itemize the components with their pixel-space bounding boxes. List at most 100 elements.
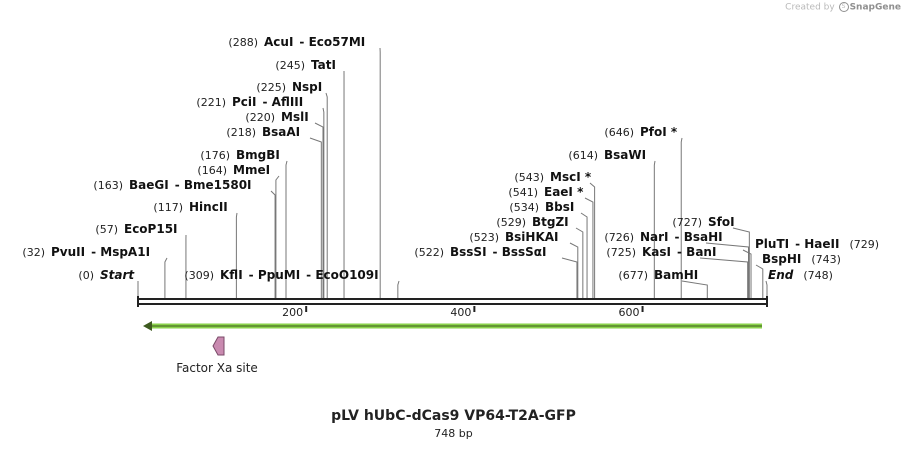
restriction-site[interactable]: (218) BsaAI xyxy=(226,125,300,139)
site-enzyme-label: MslI xyxy=(281,110,309,124)
site-enzyme-label: HincII xyxy=(189,200,228,214)
restriction-site[interactable]: (646) PfoI * xyxy=(604,125,677,139)
site-position-label: (176) xyxy=(200,149,230,162)
site-position-label: (534) xyxy=(509,201,539,214)
site-position-label: (225) xyxy=(256,81,286,94)
site-enzyme-label: Start xyxy=(100,268,135,282)
restriction-site[interactable]: (225) NspI xyxy=(256,80,322,94)
restriction-site[interactable]: (726) NarI - BsaHI xyxy=(604,230,722,244)
site-enzyme-label: MscI * xyxy=(550,170,592,184)
restriction-site[interactable]: (534) BbsI xyxy=(509,200,574,214)
site-position-label: (218) xyxy=(226,126,256,139)
site-leader-line xyxy=(653,160,656,298)
site-position-label: (725) xyxy=(606,246,636,259)
site-enzyme-label: KasI xyxy=(642,245,671,259)
site-leader-line xyxy=(584,197,594,298)
site-position-label: (288) xyxy=(228,36,258,49)
site-position-label: (726) xyxy=(604,231,634,244)
site-position-label: (614) xyxy=(568,149,598,162)
restriction-site[interactable]: PluTI - HaeII (729) xyxy=(755,237,879,251)
restriction-site[interactable]: (220) MslI xyxy=(245,110,308,124)
restriction-site[interactable]: (727) SfoI xyxy=(672,215,734,229)
restriction-site[interactable]: (725) KasI - BanI xyxy=(606,245,716,259)
site-leader-line xyxy=(589,182,596,298)
site-enzyme-label: BtgZI xyxy=(532,215,569,229)
site-position-label: (220) xyxy=(245,111,275,124)
site-enzyme-label: TatI xyxy=(311,58,336,72)
restriction-site[interactable]: (309) KflI - PpuMI - EcoO109I xyxy=(184,268,378,282)
credit-prefix: Created by xyxy=(785,2,835,13)
restriction-site[interactable]: (529) BtgZI xyxy=(496,215,568,229)
ruler-tick-label: 400 xyxy=(450,306,471,319)
restriction-site[interactable]: (32) PvuII - MspA1I xyxy=(22,245,150,259)
site-enzyme-label: MmeI xyxy=(233,163,270,177)
site-leader-line xyxy=(561,257,578,298)
site-enzyme-label: SfoI xyxy=(708,215,735,229)
restriction-site[interactable]: (164) MmeI xyxy=(197,163,270,177)
site-enzyme-label: PluTI xyxy=(755,237,789,251)
site-extra-label: - BssSαI xyxy=(493,245,547,259)
restriction-site[interactable]: (163) BaeGI - Bme1580I xyxy=(93,178,251,192)
ruler-tick-label: 600 xyxy=(619,306,640,319)
snapgene-logo-icon: S xyxy=(838,2,849,12)
site-position-label: (729) xyxy=(849,238,879,251)
map-title: pLV hUbC-dCas9 VP64-T2A-GFP xyxy=(331,408,576,424)
site-leader-line xyxy=(580,212,588,298)
feature-arrow-icon xyxy=(143,321,152,331)
site-position-label: (32) xyxy=(22,246,45,259)
site-leader-line xyxy=(699,257,749,298)
site-position-label: (646) xyxy=(604,126,634,139)
restriction-site[interactable]: (0) Start xyxy=(78,268,135,282)
site-position-label: (727) xyxy=(672,216,702,229)
restriction-site[interactable]: (614) BsaWI xyxy=(568,148,646,162)
site-enzyme-label: End xyxy=(768,268,794,282)
restriction-site[interactable]: (523) BsiHKAI xyxy=(469,230,558,244)
site-leader-line xyxy=(275,175,280,298)
restriction-site[interactable]: (522) BssSI - BssSαI xyxy=(414,245,546,259)
factor-xa-site-feature[interactable] xyxy=(212,336,225,356)
site-enzyme-label: BaeGI xyxy=(129,178,169,192)
site-extra-label: - EcoO109I xyxy=(306,268,378,282)
site-extra-label: - MspA1I xyxy=(91,245,150,259)
site-position-label: (164) xyxy=(197,164,227,177)
snapgene-credit: Created by S SnapGene xyxy=(785,2,901,13)
site-enzyme-label: AcuI xyxy=(264,35,293,49)
site-position-label: (57) xyxy=(95,223,118,236)
credit-brand: SnapGene xyxy=(849,2,901,13)
site-position-label: (245) xyxy=(275,59,305,72)
restriction-site[interactable]: (117) HincII xyxy=(153,200,227,214)
site-leader-line xyxy=(285,160,288,298)
restriction-site[interactable]: (288) AcuI - Eco57MI xyxy=(228,35,365,49)
site-position-label: (117) xyxy=(153,201,183,214)
site-leader-line xyxy=(765,280,768,298)
restriction-site[interactable]: (176) BmgBI xyxy=(200,148,279,162)
site-leader-line xyxy=(270,190,276,298)
site-position-label: (543) xyxy=(514,171,544,184)
site-leader-line xyxy=(569,242,579,298)
site-leader-line xyxy=(742,249,752,298)
restriction-site[interactable]: (541) EaeI * xyxy=(508,185,584,199)
map-length: 748 bp xyxy=(434,427,473,440)
site-enzyme-label: PfoI * xyxy=(640,125,678,139)
site-leader-line xyxy=(314,122,324,298)
site-enzyme-label: EcoP15I xyxy=(124,222,178,236)
site-extra-label: - BsaHI xyxy=(675,230,723,244)
restriction-site[interactable]: (221) PciI - AflIII xyxy=(196,95,303,109)
restriction-site[interactable]: (245) TatI xyxy=(275,58,336,72)
site-extra-label: - Eco57MI xyxy=(299,35,365,49)
restriction-site[interactable]: (57) EcoP15I xyxy=(95,222,177,236)
site-extra-label: - Bme1580I xyxy=(175,178,252,192)
restriction-site[interactable]: BspHI (743) xyxy=(762,252,841,266)
site-leader-line xyxy=(680,137,683,298)
site-position-label: (163) xyxy=(93,179,123,192)
site-extra-label: - BanI xyxy=(677,245,716,259)
site-position-label: (0) xyxy=(78,269,94,282)
restriction-site[interactable]: (677) BamHI xyxy=(618,268,698,282)
site-leader-line xyxy=(681,280,708,298)
restriction-site[interactable]: (543) MscI * xyxy=(514,170,591,184)
site-enzyme-label: BsiHKAI xyxy=(505,230,559,244)
plasmid-map: (288) AcuI - Eco57MI (245) TatI (225) NspI(221… xyxy=(22,35,879,375)
site-enzyme-label: BssSI xyxy=(450,245,487,259)
site-position-label: (743) xyxy=(811,253,841,266)
restriction-site[interactable]: End (748) xyxy=(768,268,833,282)
